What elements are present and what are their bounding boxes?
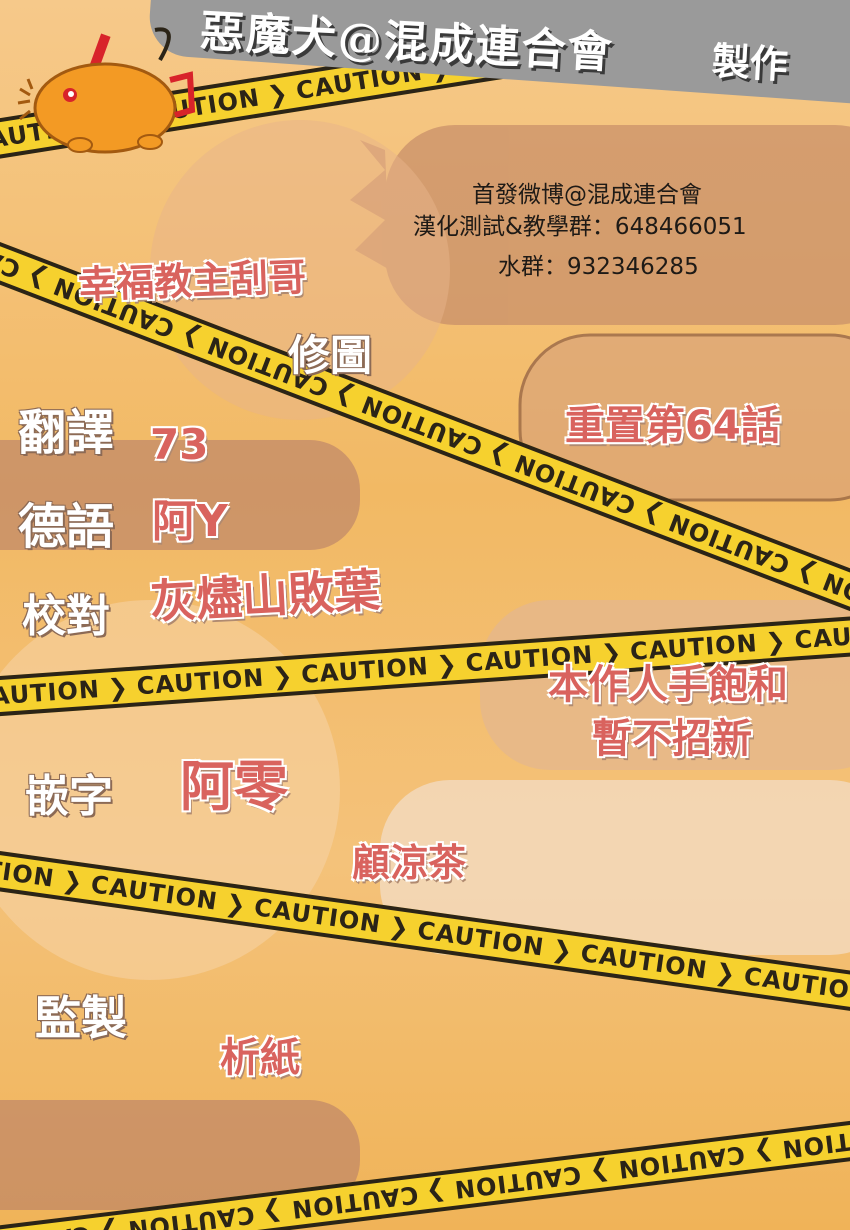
- water-group-line: 水群：932346285: [498, 254, 699, 280]
- german-value: 阿Y: [152, 496, 228, 547]
- sponsor-name: 幸福教主刮哥: [77, 255, 307, 307]
- retouch-label: 修圖: [288, 331, 373, 380]
- proof-value: 灰燼山敗葉: [148, 563, 382, 629]
- supervise-value: 析紙: [220, 1035, 300, 1081]
- credit-label: 製作: [710, 38, 789, 87]
- proof-label: 校對: [22, 591, 110, 642]
- weibo-line: 首發微博@混成連合會: [472, 182, 702, 208]
- info-block: 首發微博@混成連合會 漢化測試&教學群：648466051 水群：9323462…: [380, 165, 850, 305]
- translate-value: 73: [150, 420, 209, 469]
- recruit-line2: 暫不招新: [592, 716, 752, 762]
- supervise-label: 監製: [35, 991, 127, 1045]
- pochita-chainsaw-dog-icon: [17, 27, 196, 154]
- german-label: 德語: [18, 499, 115, 555]
- typeset-value-2: 顧涼茶: [352, 841, 467, 885]
- reset-chapter: 重置第64話: [565, 403, 781, 449]
- typeset-label: 嵌字: [25, 771, 113, 822]
- recruit-line1: 本作人手飽和: [548, 662, 788, 708]
- translate-label: 翻譯: [18, 405, 115, 461]
- typeset-value: 阿零: [180, 755, 288, 818]
- test-group-line: 漢化測試&教學群：648466051: [413, 214, 747, 240]
